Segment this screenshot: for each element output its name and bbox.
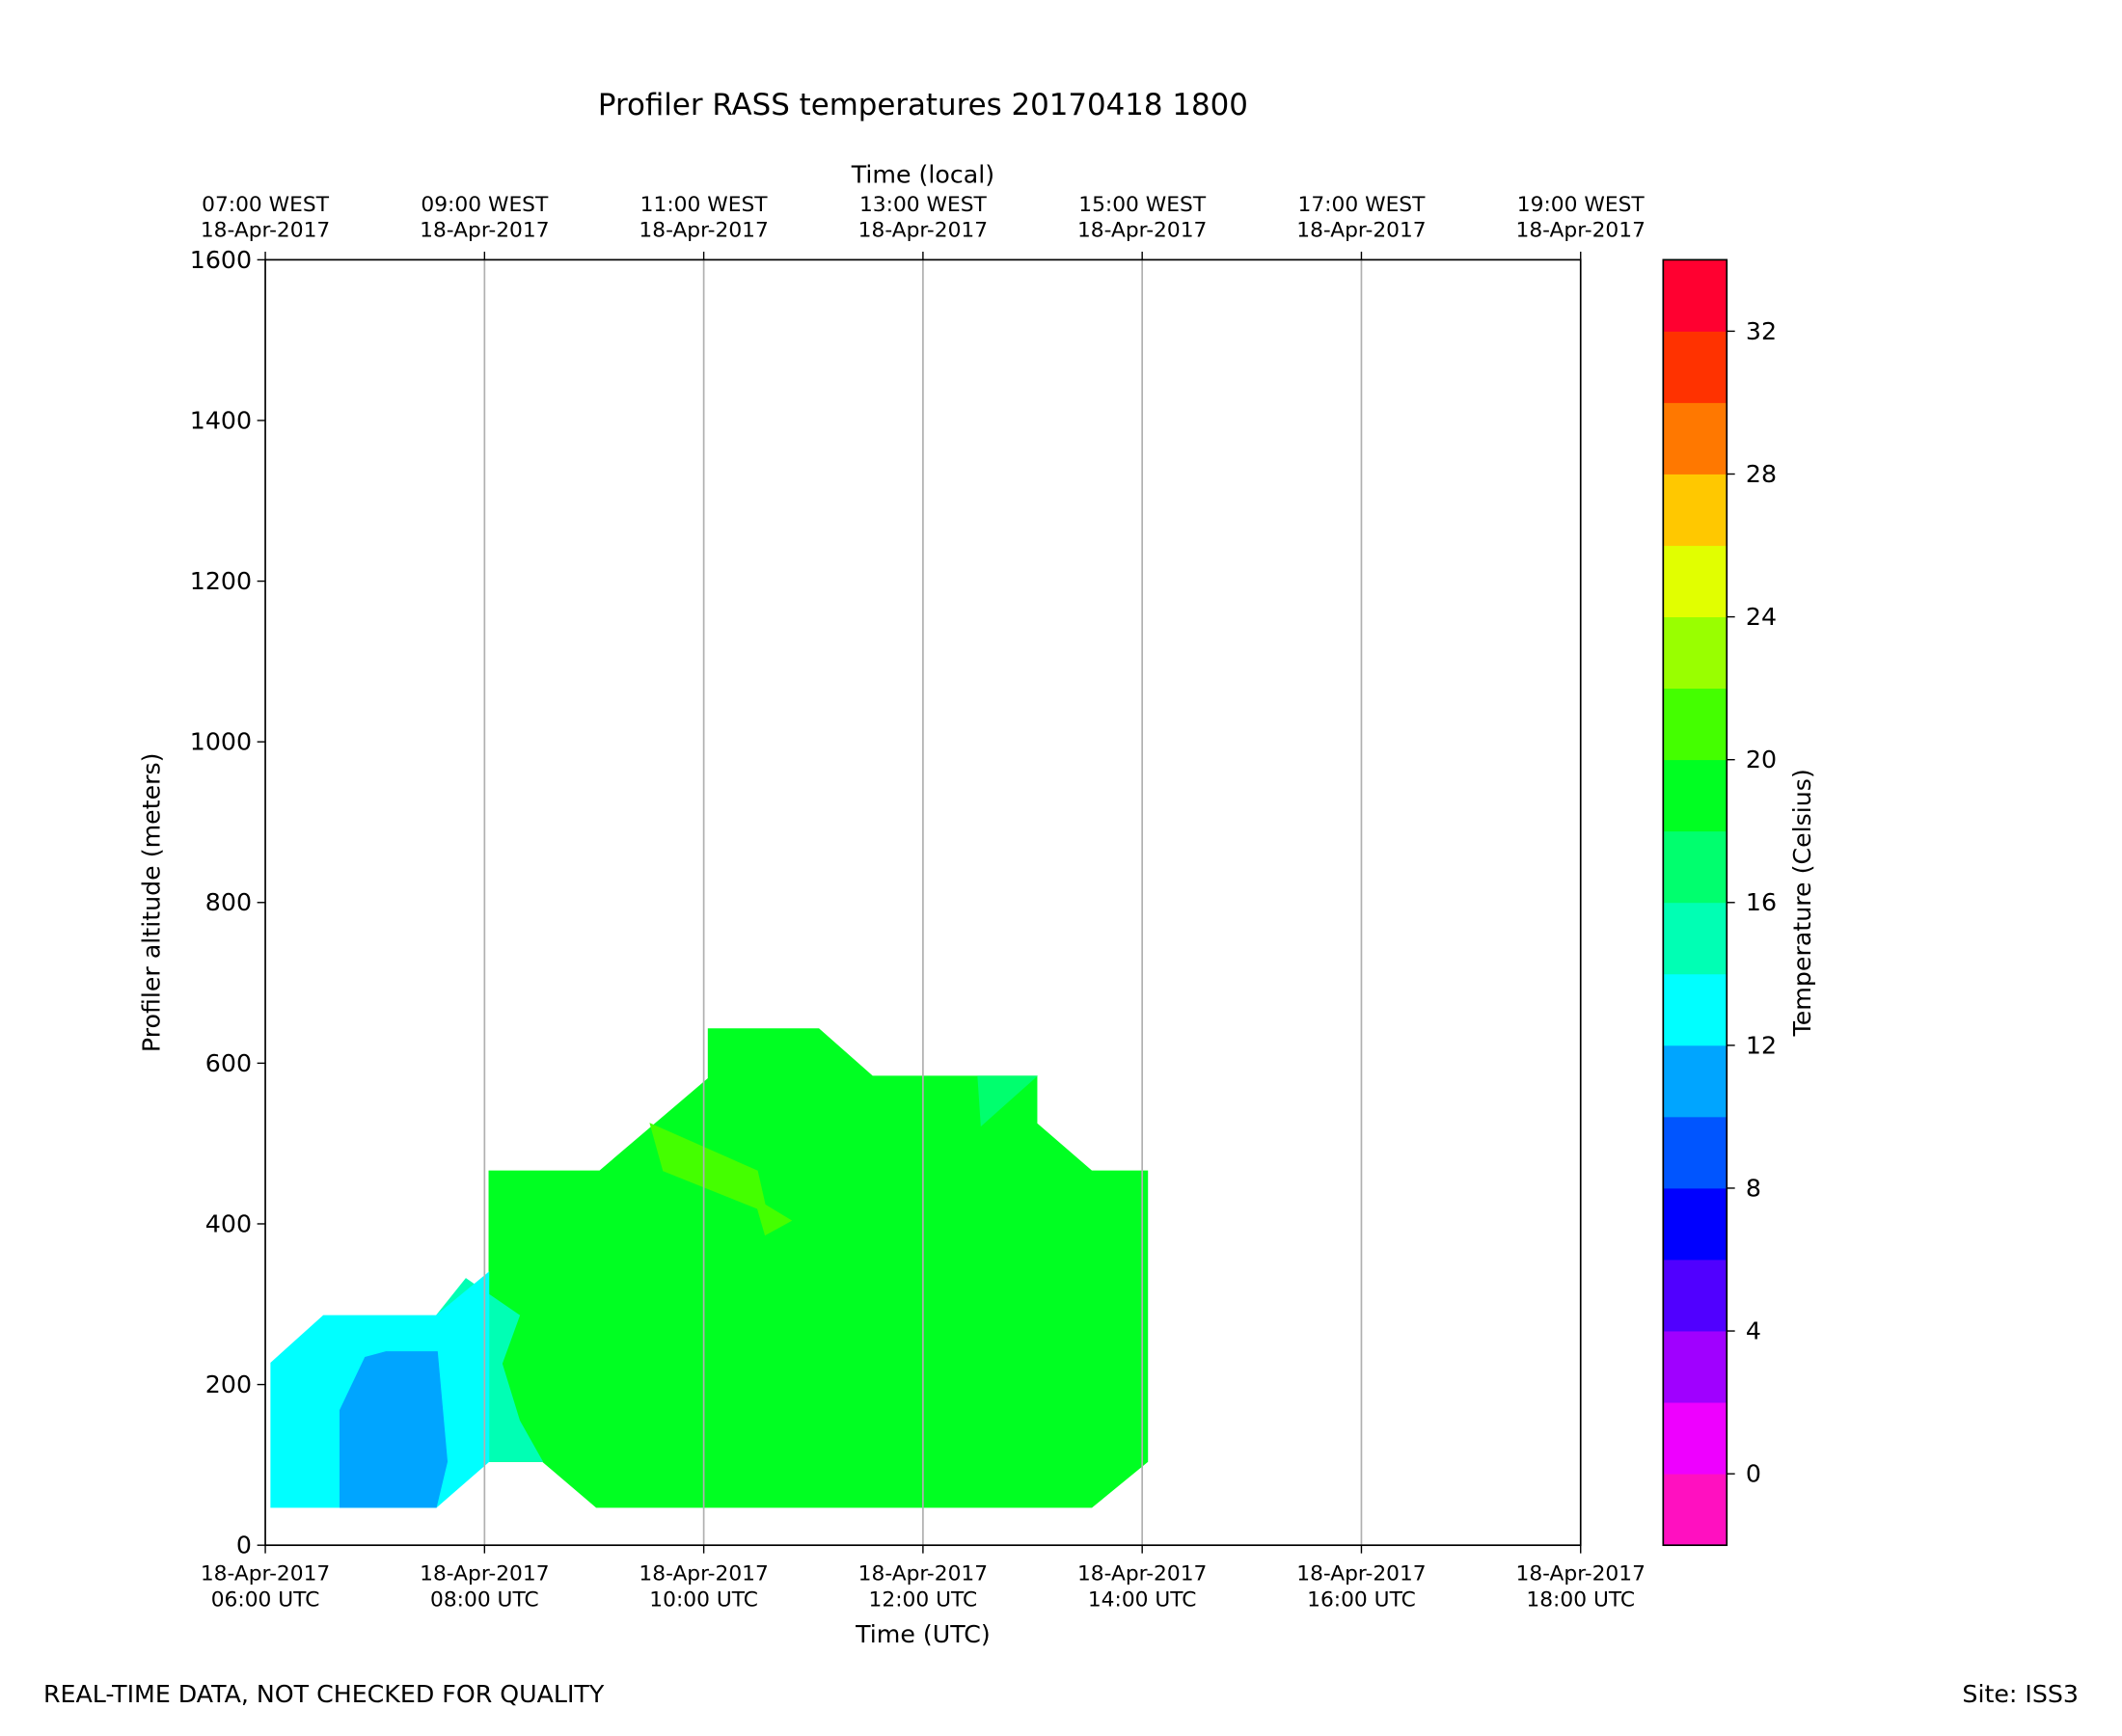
x-tick-label: 10:00 UTC xyxy=(649,1587,758,1612)
x2-tick-label: 15:00 WEST xyxy=(1078,193,1207,217)
x2-tick-label: 18-Apr-2017 xyxy=(1296,219,1426,243)
contour-region xyxy=(977,1075,1039,1127)
x2-tick-label: 07:00 WEST xyxy=(202,193,330,217)
y-tick-label: 1000 xyxy=(190,728,252,756)
x2-tick-label: 18-Apr-2017 xyxy=(1077,219,1207,243)
y-axis-label: Profiler altitude (meters) xyxy=(138,752,166,1052)
x2-tick-label: 18-Apr-2017 xyxy=(858,219,988,243)
y-tick-label: 1400 xyxy=(190,406,252,434)
y-tick-label: 0 xyxy=(236,1532,252,1560)
y-tick-label: 1600 xyxy=(190,246,252,274)
colorbar-tick-label: 12 xyxy=(1746,1031,1777,1059)
colorbar-band xyxy=(1663,1260,1728,1332)
x2-tick-label: 18-Apr-2017 xyxy=(1516,219,1646,243)
colorbar-band xyxy=(1663,616,1728,690)
colorbar-band xyxy=(1663,1187,1728,1261)
colorbar-band xyxy=(1663,902,1728,975)
x2-tick-label: 11:00 WEST xyxy=(640,193,769,217)
colorbar-band xyxy=(1663,1116,1728,1189)
colorbar-band xyxy=(1663,688,1728,761)
y-tick-label: 200 xyxy=(205,1370,252,1398)
x-tick-label: 18-Apr-2017 xyxy=(1077,1562,1207,1587)
colorbar-tick-label: 32 xyxy=(1746,317,1777,345)
x-tick-label: 18-Apr-2017 xyxy=(1516,1562,1646,1587)
chart-title: Profiler RASS temperatures 20170418 1800 xyxy=(598,88,1248,122)
colorbar-tick-label: 4 xyxy=(1746,1316,1761,1344)
colorbar-band xyxy=(1663,259,1728,332)
x2-axis-label: Time (local) xyxy=(851,160,994,188)
contour-region xyxy=(339,1351,449,1508)
colorbar-band xyxy=(1663,474,1728,546)
x-tick-label: 18-Apr-2017 xyxy=(639,1562,768,1587)
x2-tick-label: 19:00 WEST xyxy=(1517,193,1646,217)
x-tick-label: 18:00 UTC xyxy=(1526,1587,1635,1612)
contour-region xyxy=(488,1028,1149,1508)
x-tick-label: 18-Apr-2017 xyxy=(201,1562,330,1587)
x2-tick-label: 18-Apr-2017 xyxy=(201,219,330,243)
colorbar-tick-label: 0 xyxy=(1746,1460,1761,1488)
y-tick-label: 600 xyxy=(205,1049,252,1077)
colorbar-band xyxy=(1663,830,1728,904)
colorbar-band xyxy=(1663,973,1728,1046)
site-label: Site: ISS3 xyxy=(1962,1680,2079,1708)
y-tick-label: 400 xyxy=(205,1209,252,1237)
colorbar-tick-label: 8 xyxy=(1746,1174,1761,1202)
x2-tick-label: 18-Apr-2017 xyxy=(639,219,768,243)
colorbar-band xyxy=(1663,1474,1728,1546)
colorbar-band xyxy=(1663,1331,1728,1403)
colorbar-tick-label: 24 xyxy=(1746,603,1777,631)
colorbar-band xyxy=(1663,331,1728,403)
y-tick-label: 800 xyxy=(205,888,252,916)
x-tick-label: 16:00 UTC xyxy=(1307,1587,1416,1612)
x2-tick-label: 18-Apr-2017 xyxy=(420,219,549,243)
colorbar-tick-label: 16 xyxy=(1746,888,1777,916)
x-tick-label: 12:00 UTC xyxy=(869,1587,978,1612)
x-tick-label: 14:00 UTC xyxy=(1088,1587,1197,1612)
x2-tick-label: 17:00 WEST xyxy=(1298,193,1427,217)
colorbar-band xyxy=(1663,1044,1728,1118)
contour-region xyxy=(649,1123,793,1236)
x-axis-label: Time (UTC) xyxy=(855,1620,991,1648)
x-tick-label: 06:00 UTC xyxy=(211,1587,320,1612)
colorbar-tick-label: 28 xyxy=(1746,460,1777,488)
plot-frame xyxy=(264,258,1582,1547)
x2-tick-label: 13:00 WEST xyxy=(859,193,988,217)
colorbar-tick-label: 20 xyxy=(1746,746,1777,773)
colorbar-band xyxy=(1663,759,1728,832)
colorbar-band xyxy=(1663,402,1728,475)
x2-tick-label: 09:00 WEST xyxy=(421,193,549,217)
y-tick-label: 1200 xyxy=(190,567,252,595)
x-tick-label: 18-Apr-2017 xyxy=(858,1562,988,1587)
x-tick-label: 18-Apr-2017 xyxy=(1296,1562,1426,1587)
colorbar-band xyxy=(1663,545,1728,618)
colorbar-label: Temperature (Celsius) xyxy=(1788,769,1816,1037)
colorbar-band xyxy=(1663,1402,1728,1475)
x-tick-label: 18-Apr-2017 xyxy=(420,1562,549,1587)
colorbar-frame xyxy=(1662,258,1728,1547)
x-tick-label: 08:00 UTC xyxy=(430,1587,539,1612)
footer-note: REAL-TIME DATA, NOT CHECKED FOR QUALITY xyxy=(43,1680,605,1708)
